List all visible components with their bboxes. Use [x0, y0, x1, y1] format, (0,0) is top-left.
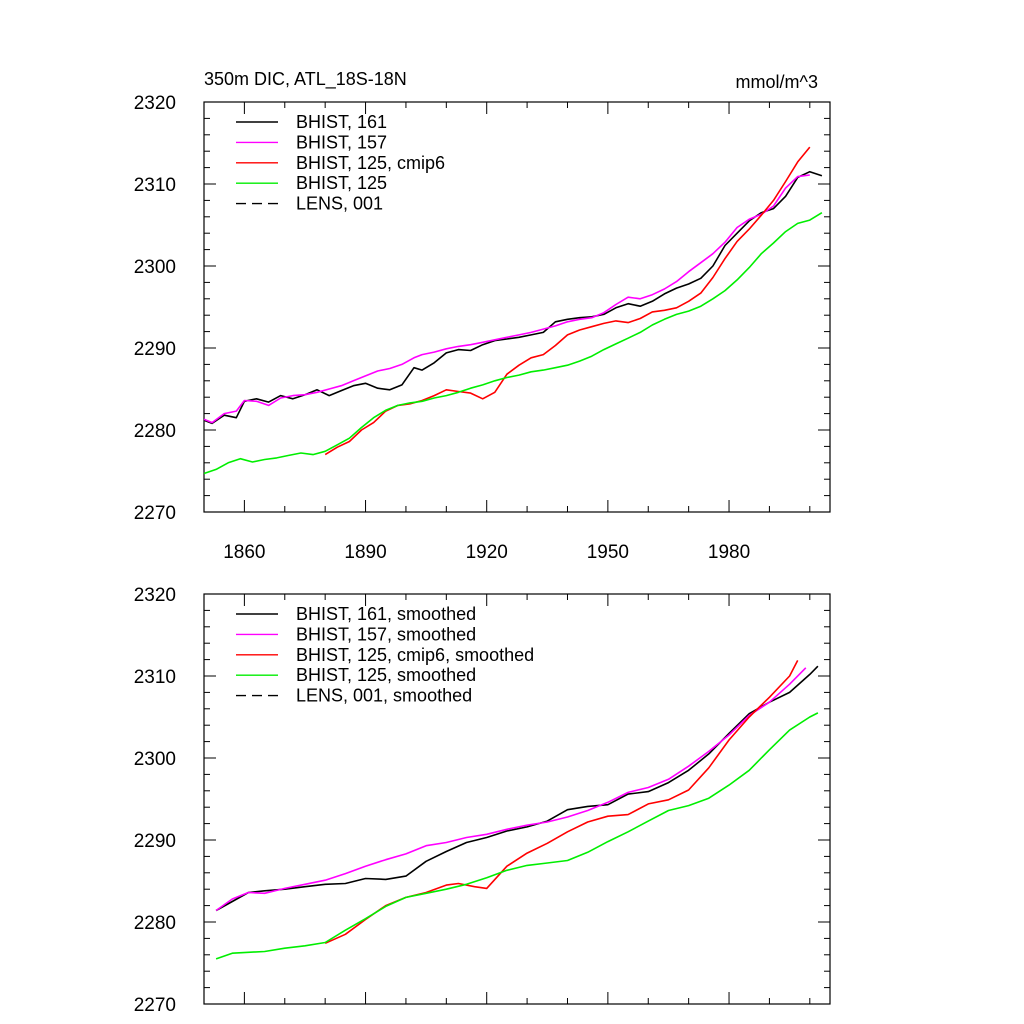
x-tick-label: 1860 [223, 542, 265, 563]
legend-label: BHIST, 125 [296, 173, 387, 193]
y-tick-label: 2310 [134, 175, 176, 196]
series-line-2 [324, 146, 811, 456]
x-tick-label: 1890 [344, 542, 386, 563]
legend-label: BHIST, 125, cmip6 [296, 153, 445, 173]
legend-label: BHIST, 157 [296, 132, 387, 152]
y-tick-label: 2280 [134, 913, 176, 934]
plot-frame [203, 101, 831, 513]
x-tick-label: 1920 [466, 542, 508, 563]
y-tick-label: 2320 [134, 585, 176, 606]
y-tick-label: 2310 [134, 667, 176, 688]
series-line-1 [203, 174, 810, 424]
legend-label: BHIST, 157, smoothed [296, 624, 476, 644]
legend-label: BHIST, 125, cmip6, smoothed [296, 645, 534, 665]
y-tick-label: 2300 [134, 749, 176, 770]
y-tick-label: 2270 [134, 995, 176, 1016]
top-panel-units: mmol/m^3 [736, 72, 818, 92]
x-tick-label: 1980 [708, 542, 750, 563]
legend-label: BHIST, 125, smoothed [296, 665, 476, 685]
series-line-0 [203, 170, 823, 425]
y-tick-label: 2320 [134, 93, 176, 114]
y-tick-label: 2270 [134, 503, 176, 524]
bottom-panel: 2270 2280 2290 2300 2310 2320 BHIST, 161, smoo… [134, 585, 831, 1016]
legend-label: BHIST, 161 [296, 112, 387, 132]
series-line-3 [215, 712, 819, 960]
legend-label: LENS, 001, smoothed [296, 686, 472, 706]
y-tick-label: 2290 [134, 831, 176, 852]
y-tick-label: 2300 [134, 257, 176, 278]
plot-frame [203, 593, 831, 1005]
series-line-3 [203, 212, 823, 475]
x-tick-label: 1950 [587, 542, 629, 563]
legend-label: LENS, 001 [296, 194, 383, 214]
y-tick-label: 2290 [134, 339, 176, 360]
y-tick-label: 2280 [134, 421, 176, 442]
series-line-1 [215, 667, 807, 912]
top-panel: 350m DIC, ATL_18S-18N mmol/m^3 2270 2280 2… [134, 69, 831, 563]
top-panel-title: 350m DIC, ATL_18S-18N [204, 69, 407, 90]
legend-label: BHIST, 161, smoothed [296, 604, 476, 624]
